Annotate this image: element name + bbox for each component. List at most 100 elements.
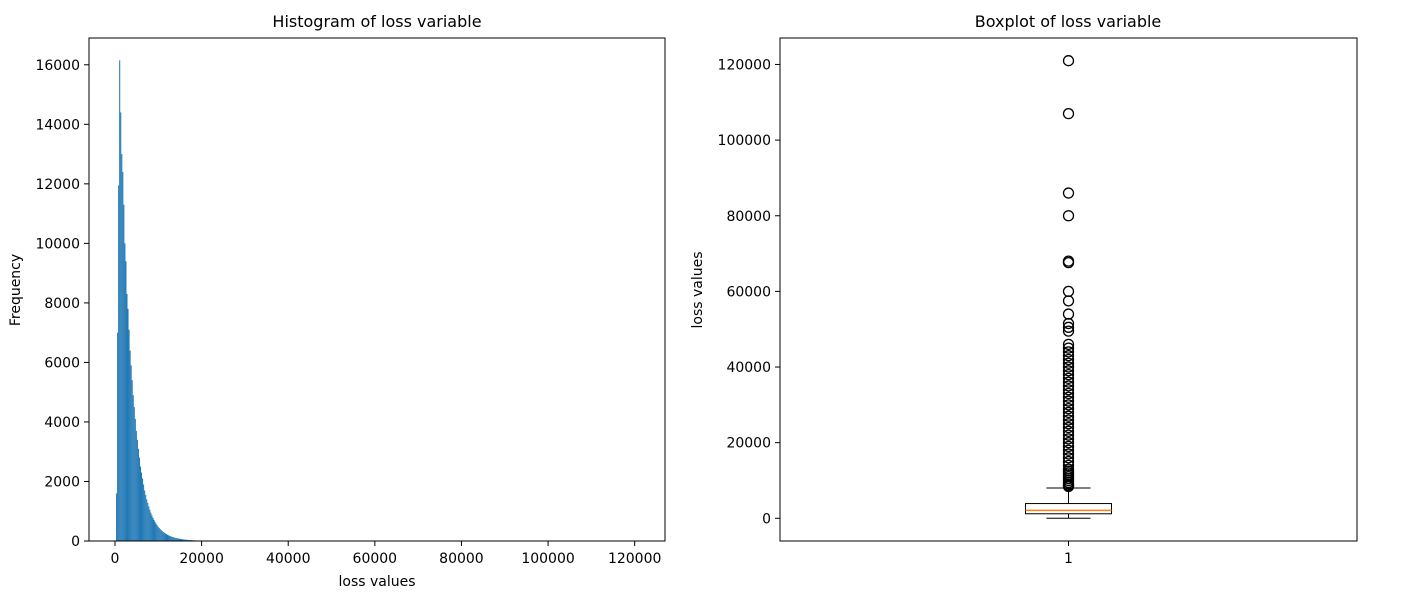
boxplot-outlier-point <box>1062 387 1075 400</box>
boxplot-outlier-point <box>1062 368 1075 381</box>
boxplot-y-label: loss values <box>690 251 706 328</box>
boxplot-x-ticks: 1 <box>1064 541 1073 567</box>
histogram-bar <box>162 532 164 541</box>
boxplot-outlier-point <box>1062 433 1075 445</box>
histogram-bar <box>128 329 130 541</box>
boxplot-outlier-point <box>1062 372 1075 385</box>
histogram-bar <box>126 293 128 541</box>
boxplot-outlier-point <box>1062 399 1075 411</box>
boxplot-outlier-point <box>1062 338 1075 350</box>
histogram-bar <box>145 494 147 541</box>
histogram-bar <box>151 515 153 541</box>
histogram-x-ticks: 0 20000 40000 60000 80000 100000 120000 <box>111 541 661 567</box>
histogram-bar <box>171 536 173 541</box>
boxplot-outlier-point <box>1062 325 1075 337</box>
histogram-bar <box>150 512 152 541</box>
histogram-y-tick-label: 4000 <box>44 415 80 431</box>
boxplot-y-ticks: 0 20000 40000 60000 80000 100000 120000 <box>718 57 780 527</box>
boxplot-outlier-point <box>1062 418 1075 430</box>
histogram-y-label: Frequency <box>8 254 24 326</box>
histogram-bar <box>155 523 157 541</box>
boxplot-outlier-point <box>1062 365 1075 377</box>
histogram-bar <box>163 532 165 541</box>
boxplot-outlier-point <box>1062 437 1075 449</box>
boxplot-outlier-point <box>1062 440 1075 453</box>
histogram-bar <box>187 539 189 541</box>
boxplot-y-tick-label: 20000 <box>726 436 771 452</box>
boxplot-outlier-point <box>1062 353 1075 366</box>
histogram-bar <box>142 478 144 541</box>
histogram-bar <box>153 519 155 541</box>
histogram-bar <box>143 484 145 541</box>
boxplot-outlier-point <box>1062 380 1075 392</box>
histogram-bar <box>156 525 158 541</box>
histogram-bar <box>172 537 174 541</box>
histogram-bar <box>182 539 184 541</box>
histogram-bar <box>166 534 169 541</box>
boxplot-outlier-point <box>1062 210 1075 222</box>
histogram-y-tick-label: 2000 <box>44 474 80 490</box>
histogram-bar <box>122 171 124 541</box>
histogram-bar <box>176 538 178 541</box>
boxplot-outlier-point <box>1062 321 1075 333</box>
boxplot-outlier-point <box>1062 346 1075 358</box>
histogram-x-tick-label: 0 <box>111 551 120 567</box>
histogram-bars <box>116 60 243 542</box>
histogram-bar <box>180 539 182 541</box>
boxplot-outlier-point <box>1062 425 1075 437</box>
boxplot-outlier-point <box>1062 444 1075 456</box>
histogram-y-tick-label: 6000 <box>44 355 80 371</box>
histogram-bar <box>117 332 119 541</box>
histogram-plot-frame <box>88 37 666 542</box>
boxplot-outlier-point <box>1062 295 1075 307</box>
histogram-y-ticks: 0 2000 4000 6000 8000 10000 12000 14000 16000 <box>35 58 89 550</box>
boxplot-outlier-point <box>1062 406 1075 419</box>
histogram-bar <box>179 538 181 541</box>
boxplot-outlier-point <box>1062 414 1075 426</box>
histogram-bar <box>159 529 161 541</box>
boxplot-y-tick-label: 120000 <box>718 57 771 73</box>
boxplot-y-tick-label: 0 <box>762 511 771 527</box>
histogram-bar <box>136 439 138 541</box>
histogram-bar <box>132 395 134 541</box>
histogram-bar <box>165 534 167 541</box>
histogram-y-tick-label: 0 <box>71 534 80 550</box>
boxplot-outlier-point <box>1062 391 1075 403</box>
boxplot-outlier-point <box>1062 55 1075 67</box>
histogram-bar <box>133 407 135 541</box>
boxplot-outlier-point <box>1062 285 1075 298</box>
histogram-y-tick-label: 12000 <box>35 177 80 193</box>
histogram-bar <box>152 517 154 541</box>
histogram-x-tick-label: 40000 <box>266 551 311 567</box>
boxplot-y-tick-label: 40000 <box>726 360 771 376</box>
histogram-bar <box>135 430 137 541</box>
histogram-bar <box>169 535 171 541</box>
histogram-bar <box>154 521 156 541</box>
boxplot-outlier-point <box>1062 342 1075 354</box>
histogram-bar <box>181 539 183 541</box>
histogram-bar <box>131 380 133 541</box>
histogram-bar <box>146 499 148 541</box>
histogram-bar <box>116 493 118 541</box>
histogram-bar <box>137 448 139 541</box>
histogram-x-tick-label: 100000 <box>521 551 574 567</box>
histogram-bar <box>160 530 162 541</box>
histogram-bar <box>186 539 188 541</box>
histogram-y-tick-label: 16000 <box>35 58 80 74</box>
histogram-bar <box>164 533 166 541</box>
histogram-bar <box>149 509 151 541</box>
histogram-bar <box>124 243 126 541</box>
histogram-bar <box>144 490 146 541</box>
histogram-bar <box>120 112 122 541</box>
histogram-bar <box>121 154 123 542</box>
boxplot-outlier-point <box>1062 376 1075 388</box>
histogram-bar <box>183 539 185 541</box>
histogram-bar <box>177 538 179 541</box>
histogram-bar <box>147 502 149 541</box>
histogram-bar <box>158 527 160 541</box>
boxplot-y-tick-label: 80000 <box>726 209 771 225</box>
boxplot-outlier-point <box>1062 350 1075 362</box>
boxplot-outlier-point <box>1062 402 1075 415</box>
boxplot-outlier-point <box>1062 361 1075 373</box>
